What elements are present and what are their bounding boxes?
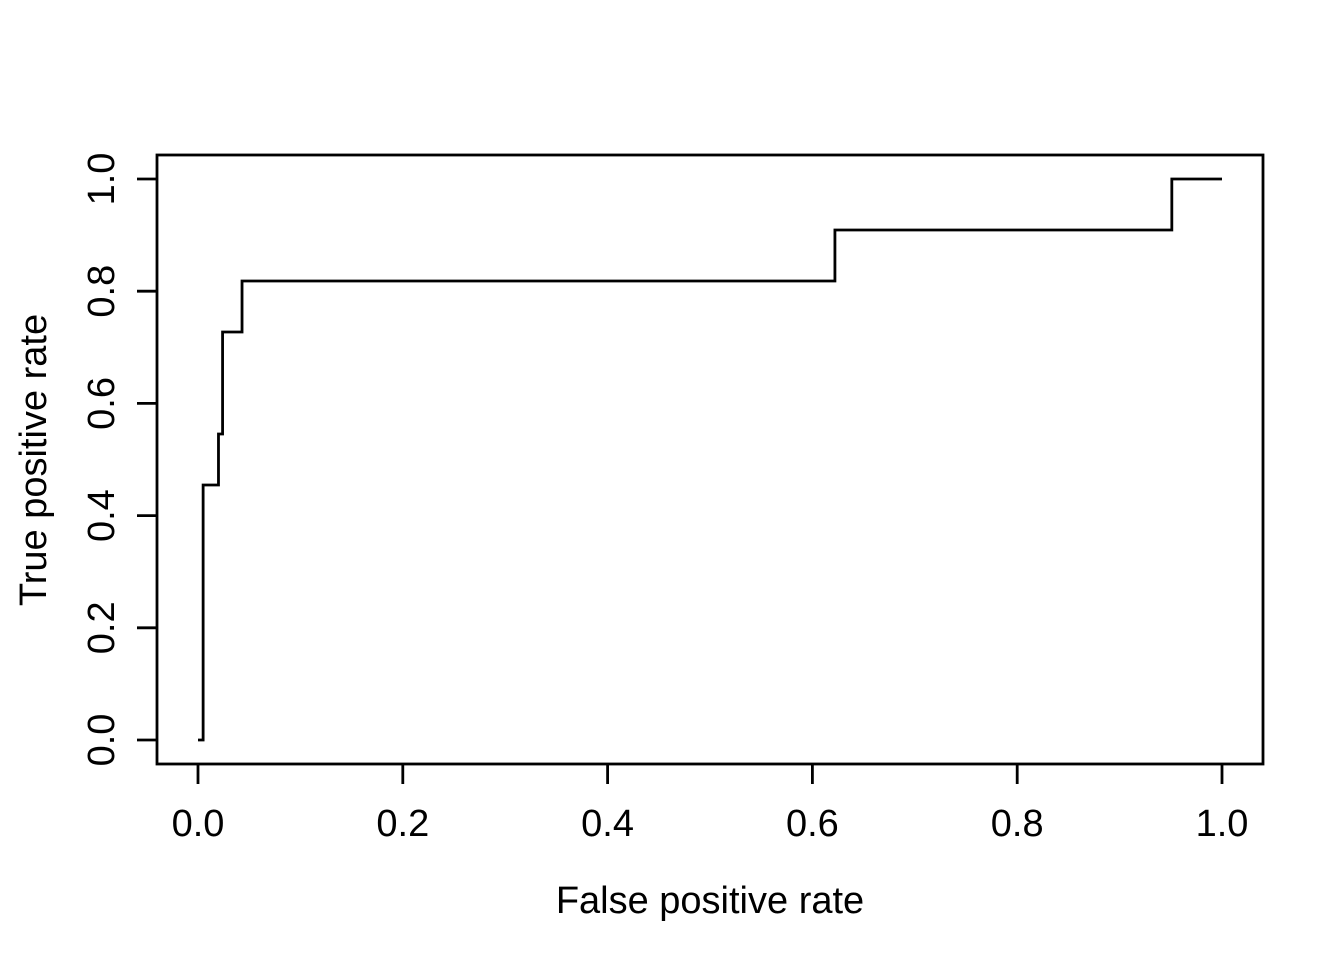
y-tick-label: 0.2 bbox=[81, 601, 123, 654]
x-tick-label: 0.8 bbox=[991, 803, 1044, 845]
x-tick-label: 1.0 bbox=[1196, 803, 1249, 845]
x-axis: 0.0 0.2 0.4 0.6 0.8 1.0 bbox=[172, 764, 1249, 845]
y-tick-label: 0.8 bbox=[81, 265, 123, 318]
x-axis-label: False positive rate bbox=[556, 880, 864, 922]
x-tick-label: 0.4 bbox=[581, 803, 634, 845]
y-tick-label: 0.0 bbox=[81, 714, 123, 767]
roc-curve-group bbox=[198, 177, 1222, 742]
y-tick-label: 0.6 bbox=[81, 377, 123, 430]
x-tick-label: 0.2 bbox=[376, 803, 429, 845]
x-tick-label: 0.6 bbox=[786, 803, 839, 845]
y-tick-label: 0.4 bbox=[81, 489, 123, 542]
x-tick-label: 0.0 bbox=[172, 803, 225, 845]
y-tick-label: 1.0 bbox=[81, 153, 123, 206]
roc-curve-line bbox=[198, 177, 1222, 742]
y-axis-label: True positive rate bbox=[13, 314, 55, 606]
y-axis: 0.0 0.2 0.4 0.6 0.8 1.0 bbox=[81, 153, 157, 767]
plot-border-box bbox=[155, 153, 1265, 766]
